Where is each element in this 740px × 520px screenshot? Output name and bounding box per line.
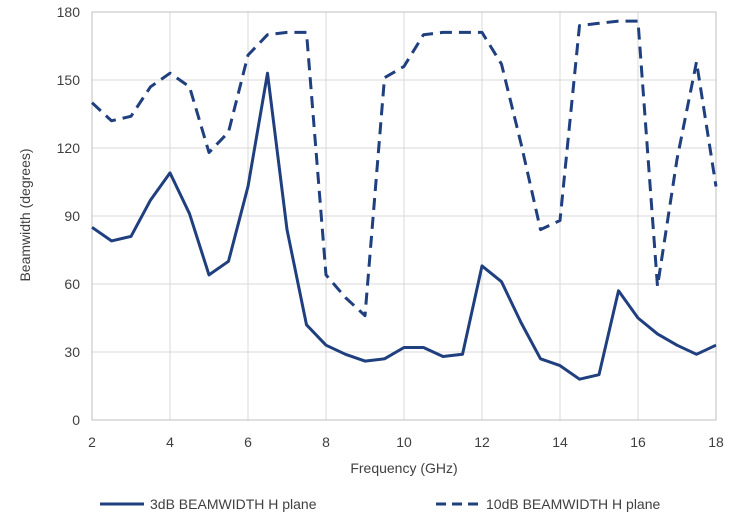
series-group	[90, 19, 718, 381]
x-tick-label: 14	[552, 434, 568, 450]
grid	[91, 11, 717, 421]
y-axis-label: Beamwidth (degrees)	[17, 148, 33, 281]
y-tick-label: 30	[64, 344, 80, 360]
series-line-1	[91, 71, 717, 381]
legend: 3dB BEAMWIDTH H plane 10dB BEAMWIDTH H pl…	[100, 496, 660, 512]
x-tick-label: 16	[630, 434, 646, 450]
x-tick-label: 12	[474, 434, 490, 450]
x-tick-label: 2	[88, 434, 96, 450]
x-tick-label: 18	[708, 434, 724, 450]
x-tick-label: 6	[244, 434, 252, 450]
x-tick-label: 4	[166, 434, 174, 450]
plot-area-border	[91, 11, 717, 421]
series-line-2	[90, 19, 718, 318]
x-tick-labels: 2 4 6 8 10 12 14 16 18	[88, 434, 724, 450]
legend-label-2: 10dB BEAMWIDTH H plane	[486, 496, 660, 512]
y-tick-labels: 0 30 60 90 120 150 180	[57, 4, 81, 428]
y-tick-label: 180	[57, 4, 81, 20]
x-tick-label: 8	[322, 434, 330, 450]
x-tick-label: 10	[396, 434, 412, 450]
x-axis-label: Frequency (GHz)	[350, 460, 457, 476]
y-tick-label: 120	[57, 140, 81, 156]
y-tick-label: 0	[72, 412, 80, 428]
plot-frame	[91, 11, 717, 421]
legend-label-1: 3dB BEAMWIDTH H plane	[150, 496, 317, 512]
y-tick-label: 90	[64, 208, 80, 224]
y-tick-label: 150	[57, 72, 81, 88]
y-tick-label: 60	[64, 276, 80, 292]
